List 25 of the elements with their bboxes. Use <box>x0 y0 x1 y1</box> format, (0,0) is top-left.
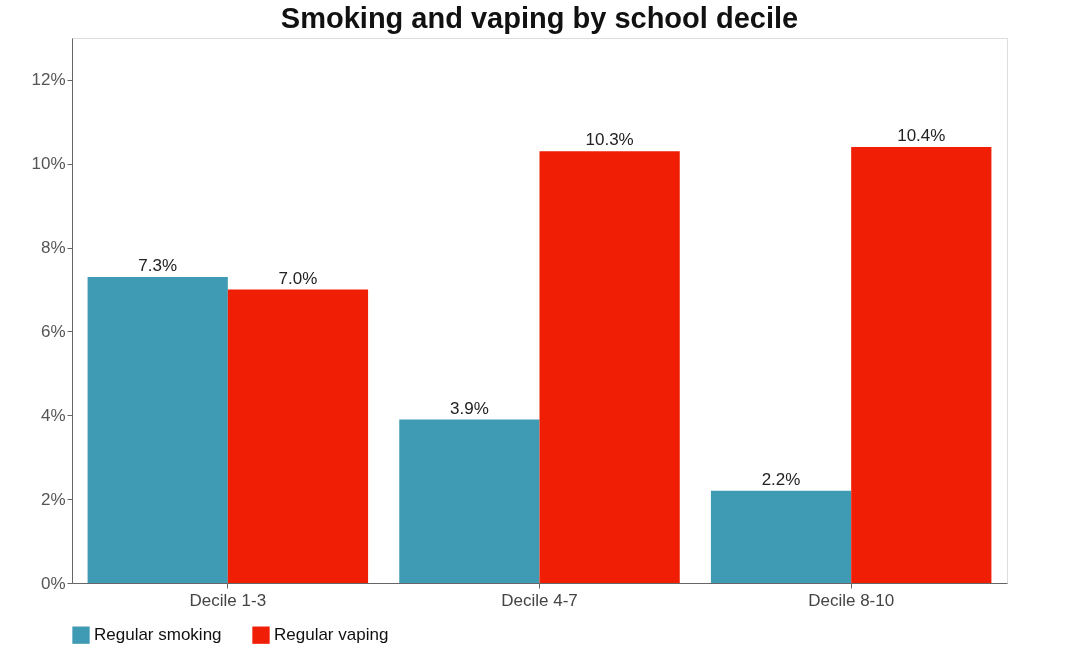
bar <box>851 147 992 583</box>
legend-label: Regular vaping <box>274 625 389 645</box>
y-tick-label: 2% <box>40 489 66 509</box>
data-label: 7.0% <box>278 268 318 288</box>
bar <box>539 151 680 583</box>
data-label: 3.9% <box>450 398 489 418</box>
x-tick-label: Decile 1-3 <box>189 590 267 610</box>
y-tick-label: 8% <box>40 238 66 258</box>
data-label: 10.4% <box>897 126 946 145</box>
y-tick-label: 12% <box>31 70 66 90</box>
data-label: 2.2% <box>761 469 801 489</box>
y-tick-label: 4% <box>40 405 66 425</box>
y-tick-label: 6% <box>40 321 66 341</box>
data-label: 10.3% <box>585 130 634 150</box>
data-label: 7.3% <box>138 255 178 275</box>
chart-title: Smoking and vaping by school decile <box>280 2 799 34</box>
bar <box>399 419 540 583</box>
x-tick-label: Decile 8-10 <box>808 590 895 610</box>
bar <box>87 276 228 583</box>
y-tick-label: 10% <box>31 154 66 174</box>
bar <box>710 490 852 583</box>
x-tick-label: Decile 4-7 <box>501 590 578 610</box>
legend-label: Regular smoking <box>94 625 222 645</box>
y-tick-label: 0% <box>40 573 66 593</box>
bar <box>227 289 369 583</box>
